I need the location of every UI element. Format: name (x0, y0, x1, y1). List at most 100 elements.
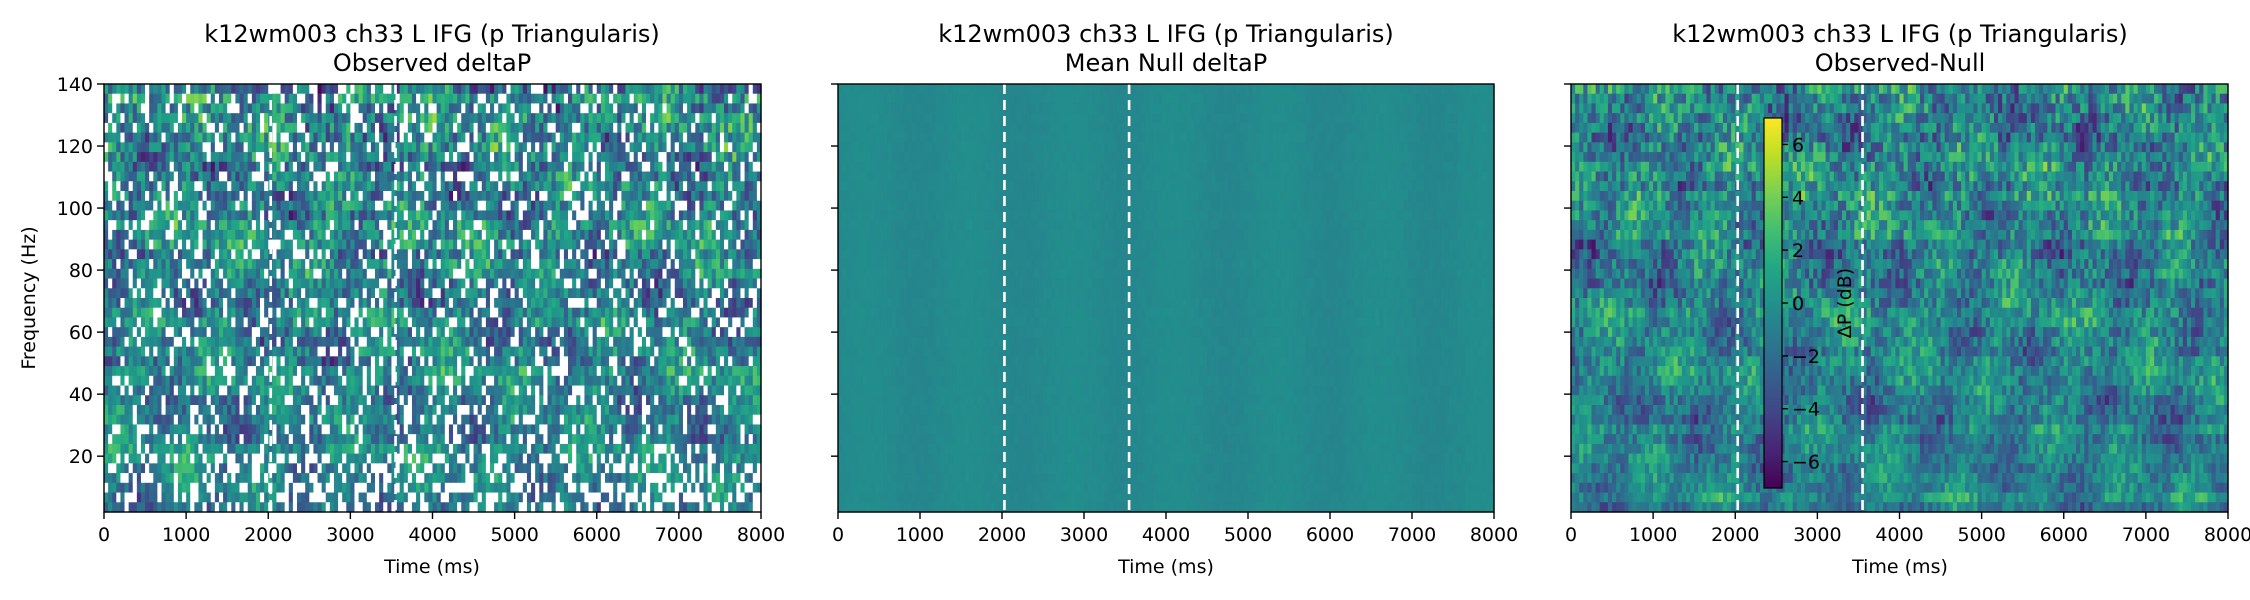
heatmap-cell (346, 161, 351, 173)
heatmap-cell (416, 278, 421, 289)
heatmap-cell (699, 220, 705, 231)
heatmap-cell (243, 366, 249, 377)
heatmap-cell (576, 356, 581, 367)
heatmap-cell (218, 229, 224, 241)
heatmap-cell (124, 210, 130, 221)
heatmap-cell (305, 239, 310, 250)
heatmap-cell (214, 142, 220, 153)
heatmap-cell (243, 220, 249, 231)
heatmap-cell (173, 298, 179, 309)
heatmap-cell (284, 268, 290, 280)
heatmap-cell (715, 375, 721, 387)
heatmap-cell (313, 317, 319, 328)
heatmap-cell (461, 229, 466, 241)
heatmap-cell (325, 356, 331, 367)
heatmap-cell (518, 327, 524, 338)
heatmap-cell (260, 171, 265, 182)
heatmap-cell (646, 181, 651, 192)
heatmap-cell (411, 366, 417, 377)
heatmap-cell (177, 171, 183, 182)
heatmap-cell (407, 346, 413, 357)
heatmap-cell (235, 103, 241, 114)
heatmap-cell (674, 259, 680, 270)
heatmap-cell (112, 356, 117, 367)
heatmap-cell (461, 288, 466, 299)
heatmap-cell (531, 356, 536, 367)
heatmap-cell (535, 93, 540, 105)
heatmap-cell (572, 220, 577, 231)
heatmap-cell (592, 103, 598, 114)
heatmap-cell (255, 239, 261, 250)
heatmap-cell (198, 249, 204, 260)
heatmap-cell (596, 327, 602, 338)
heatmap-cell (198, 229, 204, 241)
heatmap-cell (346, 220, 351, 231)
heatmap-cell (395, 327, 401, 338)
heatmap-cell (728, 103, 733, 114)
heatmap-cell (609, 375, 614, 387)
heatmap-cell (153, 122, 158, 134)
heatmap-cell (555, 307, 561, 319)
heatmap-cell (453, 93, 458, 105)
heatmap-cell (568, 268, 573, 280)
heatmap-cell (477, 317, 483, 328)
heatmap-cell (744, 84, 750, 95)
heatmap-cell (555, 366, 561, 377)
heatmap-cell (338, 93, 343, 105)
heatmap-cell (231, 220, 236, 231)
heatmap-cell (629, 161, 635, 173)
heatmap-cell (756, 191, 762, 202)
heatmap-cell (313, 161, 319, 173)
heatmap-cell (580, 93, 586, 105)
heatmap-cell (641, 317, 647, 328)
heatmap-cell (559, 210, 565, 221)
heatmap-cell (444, 93, 450, 105)
heatmap-cell (715, 229, 721, 241)
heatmap-cell (494, 268, 499, 280)
heatmap-cell (194, 210, 200, 221)
heatmap-cell (494, 191, 499, 202)
heatmap-cell (186, 152, 191, 163)
heatmap-cell (678, 259, 684, 270)
heatmap-cell (305, 132, 310, 143)
heatmap-cell (592, 84, 598, 95)
heatmap-cell (609, 122, 614, 134)
heatmap-cell (621, 239, 627, 250)
heatmap-cell (375, 317, 380, 328)
heatmap-cell (543, 288, 549, 299)
heatmap-cell (617, 307, 622, 319)
heatmap-cell (596, 152, 602, 163)
heatmap-cell (522, 113, 528, 124)
heatmap-cell (563, 307, 569, 319)
heatmap-cell (596, 84, 602, 95)
heatmap-cell (748, 298, 754, 309)
heatmap-cell (124, 93, 130, 105)
heatmap-cell (650, 171, 655, 182)
heatmap-cell (613, 346, 618, 357)
heatmap-cell (132, 200, 138, 212)
heatmap-cell (383, 171, 388, 182)
heatmap-cell (284, 210, 290, 221)
heatmap-cell (198, 288, 204, 299)
heatmap-cell (715, 171, 721, 182)
heatmap-cell (416, 307, 421, 319)
heatmap-cell (703, 93, 709, 105)
heatmap-cell (457, 200, 462, 212)
heatmap-cell (736, 122, 742, 134)
heatmap-cell (153, 239, 158, 250)
heatmap-cell (280, 152, 286, 163)
heatmap-cell (350, 171, 356, 182)
heatmap-cell (526, 181, 532, 192)
heatmap-cell (333, 229, 339, 241)
heatmap-cell (136, 220, 142, 231)
heatmap-cell (719, 93, 725, 105)
heatmap-cell (707, 375, 713, 387)
heatmap-cell (313, 327, 319, 338)
heatmap-cell (370, 103, 376, 114)
heatmap-cell (210, 249, 216, 260)
heatmap-cell (214, 278, 220, 289)
heatmap-cell (559, 200, 565, 212)
heatmap-cell (247, 229, 253, 241)
heatmap-cell (169, 152, 175, 163)
heatmap-cell (329, 366, 335, 377)
